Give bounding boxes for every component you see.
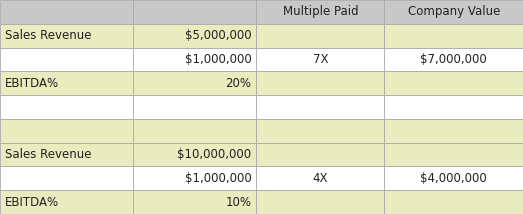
Bar <box>256 71 384 95</box>
Bar <box>384 0 523 24</box>
Bar <box>256 190 384 214</box>
Bar <box>384 143 523 166</box>
Text: $1,000,000: $1,000,000 <box>185 53 252 66</box>
Bar <box>384 71 523 95</box>
Text: EBITDA%: EBITDA% <box>5 77 60 90</box>
Text: $5,000,000: $5,000,000 <box>185 29 252 42</box>
Bar <box>256 0 384 24</box>
Bar <box>384 24 523 48</box>
Bar <box>0 190 133 214</box>
Text: $1,000,000: $1,000,000 <box>185 172 252 185</box>
Bar <box>133 48 256 71</box>
Bar <box>133 119 256 143</box>
Bar <box>0 24 133 48</box>
Bar <box>384 119 523 143</box>
Bar <box>384 95 523 119</box>
Text: Sales Revenue: Sales Revenue <box>5 29 92 42</box>
Bar <box>133 71 256 95</box>
Bar <box>256 24 384 48</box>
Bar <box>133 143 256 166</box>
Text: Sales Revenue: Sales Revenue <box>5 148 92 161</box>
Text: $10,000,000: $10,000,000 <box>177 148 252 161</box>
Bar <box>0 71 133 95</box>
Text: $7,000,000: $7,000,000 <box>420 53 487 66</box>
Bar <box>256 48 384 71</box>
Text: EBITDA%: EBITDA% <box>5 196 60 209</box>
Bar <box>0 0 133 24</box>
Text: Multiple Paid: Multiple Paid <box>282 5 358 18</box>
Bar <box>0 143 133 166</box>
Bar <box>133 190 256 214</box>
Bar <box>0 166 133 190</box>
Bar <box>0 48 133 71</box>
Bar <box>133 24 256 48</box>
Bar <box>384 190 523 214</box>
Bar <box>0 119 133 143</box>
Bar <box>384 166 523 190</box>
Text: 7X: 7X <box>313 53 328 66</box>
Text: 20%: 20% <box>225 77 252 90</box>
Text: $4,000,000: $4,000,000 <box>420 172 487 185</box>
Text: 4X: 4X <box>313 172 328 185</box>
Bar <box>133 0 256 24</box>
Bar <box>256 119 384 143</box>
Bar <box>256 95 384 119</box>
Bar <box>256 166 384 190</box>
Bar <box>384 48 523 71</box>
Bar <box>133 95 256 119</box>
Text: Company Value: Company Value <box>407 5 500 18</box>
Bar <box>256 143 384 166</box>
Bar <box>0 95 133 119</box>
Text: 10%: 10% <box>225 196 252 209</box>
Bar <box>133 166 256 190</box>
